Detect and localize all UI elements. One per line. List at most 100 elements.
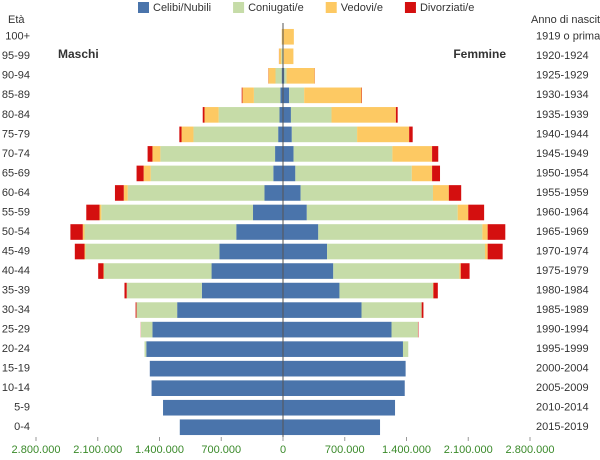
bar-male: [147, 146, 153, 162]
bar-male: [179, 126, 182, 143]
bar-male: [124, 282, 127, 299]
bar-male: [219, 243, 283, 260]
bar-male: [70, 224, 83, 240]
birth-year-label: 2015-2019: [536, 421, 589, 433]
bar-female: [402, 341, 409, 357]
birth-year-label: 1945-1949: [536, 148, 589, 160]
x-tick-label: 1.400.000: [135, 444, 184, 456]
age-label: 20-24: [2, 343, 30, 355]
bar-female: [283, 302, 362, 318]
right-side-label: Femmine: [453, 47, 506, 61]
age-label: 40-44: [2, 265, 30, 277]
age-label: 50-54: [2, 226, 30, 238]
bar-female: [283, 321, 392, 338]
bar-male: [143, 165, 151, 182]
age-label: 90-94: [2, 70, 30, 82]
bar-male: [201, 282, 283, 299]
legend-swatch: [404, 2, 416, 13]
bar-female: [283, 87, 290, 104]
bar-female: [432, 185, 449, 201]
legend-label: Vedovi/e: [341, 2, 383, 14]
bar-female: [283, 263, 334, 279]
age-label: 5-9: [14, 402, 30, 414]
bar-female: [487, 224, 506, 240]
bar-male: [279, 48, 282, 65]
bar-female: [361, 302, 422, 318]
x-tick-label: 2.800.000: [506, 444, 555, 456]
bar-male: [136, 302, 178, 318]
bar-male: [160, 146, 276, 162]
birth-year-label: 1965-1969: [536, 226, 589, 238]
age-label: 0-4: [14, 421, 30, 433]
bar-male: [264, 185, 283, 201]
bar-male: [181, 126, 194, 143]
bar-male: [140, 321, 153, 338]
x-tick-label: 2.100.000: [73, 444, 122, 456]
birth-year-label: 1985-1989: [536, 304, 589, 316]
bar-male: [202, 107, 205, 123]
year-axis-title: Anno di nascita: [531, 14, 600, 26]
bar-male: [152, 146, 161, 162]
age-label: 30-34: [2, 304, 30, 316]
bar-male: [84, 243, 86, 260]
age-label: 60-64: [2, 187, 30, 199]
birth-year-label: 1975-1979: [536, 265, 589, 277]
birth-year-label: 1955-1959: [536, 187, 589, 199]
bar-female: [306, 204, 458, 221]
bar-male: [152, 321, 283, 338]
bar-male: [281, 28, 283, 45]
bar-female: [283, 419, 381, 436]
bar-female: [357, 126, 410, 143]
bar-female: [283, 126, 292, 143]
birth-year-label: 1930-1934: [536, 89, 589, 101]
left-side-label: Maschi: [58, 47, 99, 61]
bar-female: [432, 146, 439, 162]
bar-male: [278, 126, 283, 143]
bar-male: [149, 360, 283, 377]
bar-female: [339, 282, 433, 299]
bar-female: [300, 185, 433, 201]
bar-male: [144, 341, 147, 357]
bar-male: [268, 68, 276, 84]
x-tick-label: 700.000: [325, 444, 365, 456]
birth-year-label: 1925-1929: [536, 70, 589, 82]
age-label: 85-89: [2, 89, 30, 101]
bar-male: [103, 263, 212, 279]
legend-swatch: [325, 2, 337, 13]
bar-male: [163, 399, 283, 416]
legend-label: Coniugati/e: [248, 2, 304, 14]
bar-female: [283, 204, 307, 221]
bar-male: [242, 87, 254, 104]
bar-male: [177, 302, 283, 318]
birth-year-label: 2000-2004: [536, 363, 589, 375]
bar-female: [411, 165, 433, 182]
bar-female: [485, 243, 488, 260]
bar-female: [409, 126, 413, 143]
age-label: 75-79: [2, 128, 30, 140]
legend-label: Celibi/Nubili: [153, 2, 211, 14]
bar-female: [487, 243, 503, 260]
bar-male: [82, 224, 85, 240]
birth-year-label: 1990-1994: [536, 324, 589, 336]
age-label: 35-39: [2, 284, 30, 296]
bar-female: [289, 87, 305, 104]
bar-female: [283, 146, 294, 162]
birth-year-label: 1970-1974: [536, 245, 589, 257]
bar-female: [283, 48, 294, 65]
birth-year-label: 1980-1984: [536, 284, 589, 296]
bar-male: [114, 185, 124, 201]
bar-female: [283, 282, 340, 299]
x-tick-label: 2.100.000: [444, 444, 493, 456]
bar-male: [150, 165, 274, 182]
bar-female: [433, 282, 438, 299]
bar-female: [283, 28, 294, 45]
bar-male: [123, 185, 128, 201]
bar-female: [283, 224, 319, 240]
x-tick-label: 2.800.000: [12, 444, 61, 456]
bar-female: [295, 165, 412, 182]
bar-female: [460, 263, 470, 279]
birth-year-label: 2010-2014: [536, 402, 589, 414]
bar-female: [459, 263, 461, 279]
bar-male: [151, 380, 283, 396]
age-label: 55-59: [2, 206, 30, 218]
